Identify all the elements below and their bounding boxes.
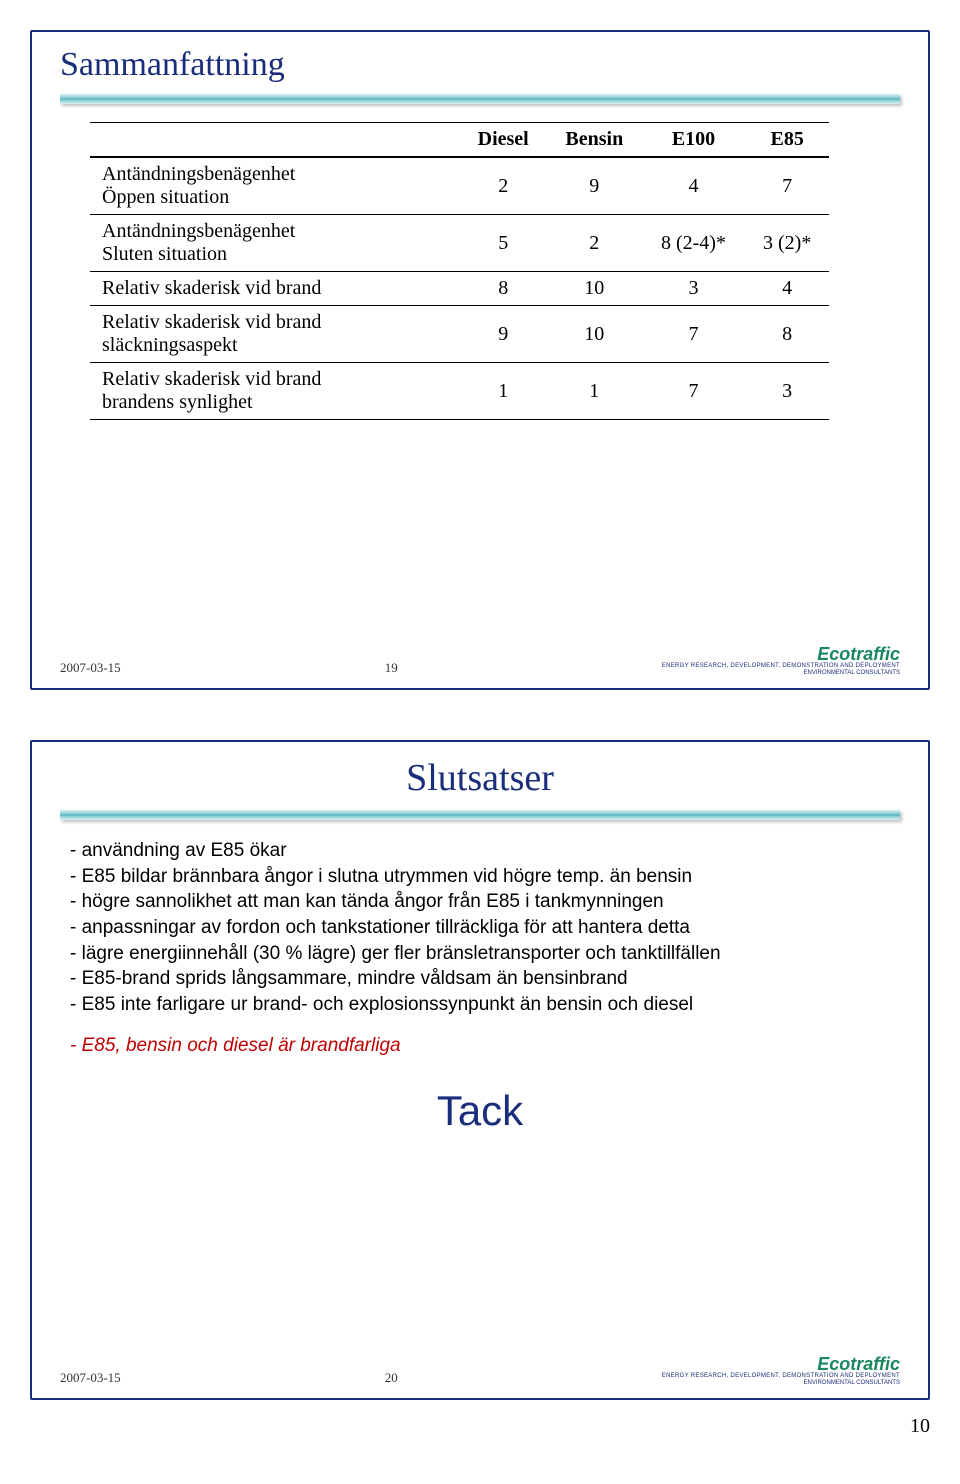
row2-label: Relativ skaderisk vid brand: [90, 272, 460, 306]
table-header-row: Diesel Bensin E100 E85: [90, 123, 829, 158]
title-underline: [60, 810, 900, 820]
ecotraffic-logo: Ecotraffic ENERGY RESEARCH, DEVELOPMENT,…: [662, 645, 900, 676]
footer-page: 20: [385, 1370, 398, 1386]
row4-label: Relativ skaderisk vid brand brandens syn…: [90, 363, 460, 420]
th-e100: E100: [642, 123, 745, 158]
cell: 3: [745, 363, 829, 420]
cell: 2: [460, 157, 547, 215]
slide1-title: Sammanfattning: [60, 46, 900, 84]
cell: 3 (2)*: [745, 215, 829, 272]
logo-sub2: ENVIRONMENTAL CONSULTANTS: [804, 1380, 900, 1386]
table-row: Relativ skaderisk vid brand 8 10 3 4: [90, 272, 829, 306]
cell: 9: [460, 306, 547, 363]
cell: 7: [745, 157, 829, 215]
th-diesel: Diesel: [460, 123, 547, 158]
table-row: Antändningsbenägenhet Sluten situation 5…: [90, 215, 829, 272]
logo-text: Ecotraffic: [817, 1355, 900, 1373]
logo-text: Ecotraffic: [817, 645, 900, 663]
cell: 3: [642, 272, 745, 306]
cell: 8 (2-4)*: [642, 215, 745, 272]
cell: 8: [460, 272, 547, 306]
row0-label: Antändningsbenägenhet Öppen situation: [90, 157, 460, 215]
slide2-title: Slutsatser: [60, 756, 900, 800]
table-row: Antändningsbenägenhet Öppen situation 2 …: [90, 157, 829, 215]
cell: 5: [460, 215, 547, 272]
logo-sub1: ENERGY RESEARCH, DEVELOPMENT, DEMONSTRAT…: [662, 663, 900, 670]
th-blank: [90, 123, 460, 158]
title-underline: [60, 94, 900, 104]
cell: 10: [547, 272, 642, 306]
cell: 1: [547, 363, 642, 420]
footer-date: 2007-03-15: [60, 660, 121, 676]
row3-label: Relativ skaderisk vid brand släckningsas…: [90, 306, 460, 363]
bullet-item: - högre sannolikhet att man kan tända ån…: [70, 889, 890, 915]
table-row: Relativ skaderisk vid brand brandens syn…: [90, 363, 829, 420]
cell: 4: [745, 272, 829, 306]
bullet-item: - användning av E85 ökar: [70, 838, 890, 864]
footer-page: 19: [385, 660, 398, 676]
cell: 2: [547, 215, 642, 272]
th-bensin: Bensin: [547, 123, 642, 158]
cell: 7: [642, 306, 745, 363]
cell: 9: [547, 157, 642, 215]
table-row: Relativ skaderisk vid brand släckningsas…: [90, 306, 829, 363]
ecotraffic-logo: Ecotraffic ENERGY RESEARCH, DEVELOPMENT,…: [662, 1355, 900, 1386]
thanks-heading: Tack: [60, 1087, 900, 1135]
footer-date: 2007-03-15: [60, 1370, 121, 1386]
conclusions-list: - användning av E85 ökar - E85 bildar br…: [60, 838, 900, 1059]
cell: 1: [460, 363, 547, 420]
cell: 4: [642, 157, 745, 215]
cell: 7: [642, 363, 745, 420]
th-e85: E85: [745, 123, 829, 158]
cell: 8: [745, 306, 829, 363]
row1-label: Antändningsbenägenhet Sluten situation: [90, 215, 460, 272]
slide-frame: Slutsatser - användning av E85 ökar - E8…: [30, 740, 930, 1400]
slide1-footer: 2007-03-15 19 Ecotraffic ENERGY RESEARCH…: [60, 645, 900, 676]
summary-table: Diesel Bensin E100 E85 Antändningsbenäge…: [90, 122, 829, 420]
slide-frame: Sammanfattning Diesel Bensin E100 E85 An…: [30, 30, 930, 690]
document-page-number: 10: [910, 1415, 930, 1438]
bullet-item: - E85-brand sprids långsammare, mindre v…: [70, 966, 890, 992]
bullet-item: - E85 bildar brännbara ångor i slutna ut…: [70, 864, 890, 890]
bullet-item: - anpassningar av fordon och tankstation…: [70, 915, 890, 941]
bullet-item: - lägre energiinnehåll (30 % lägre) ger …: [70, 941, 890, 967]
slide-1: Sammanfattning Diesel Bensin E100 E85 An…: [20, 20, 940, 700]
cell: 10: [547, 306, 642, 363]
slide2-footer: 2007-03-15 20 Ecotraffic ENERGY RESEARCH…: [60, 1355, 900, 1386]
slide-2: Slutsatser - användning av E85 ökar - E8…: [20, 730, 940, 1410]
bullet-item-red: - E85, bensin och diesel är brandfarliga: [70, 1033, 890, 1059]
bullet-item: - E85 inte farligare ur brand- och explo…: [70, 992, 890, 1018]
logo-sub1: ENERGY RESEARCH, DEVELOPMENT, DEMONSTRAT…: [662, 1373, 900, 1380]
logo-sub2: ENVIRONMENTAL CONSULTANTS: [804, 670, 900, 676]
